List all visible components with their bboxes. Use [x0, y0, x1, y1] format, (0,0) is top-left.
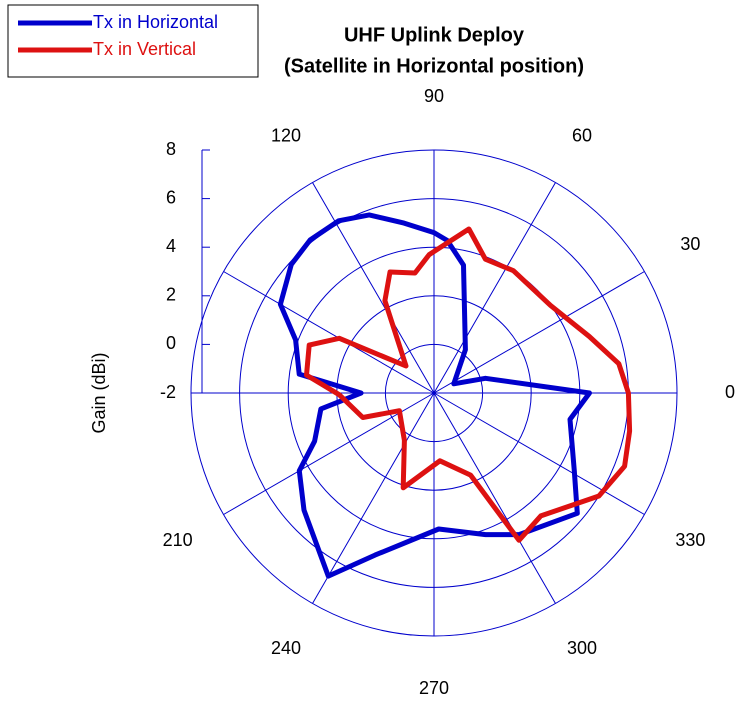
angular-tick-label: 300 [567, 638, 597, 658]
angular-tick-label: 120 [271, 125, 301, 145]
angular-tick-label: 60 [572, 125, 592, 145]
series-line [304, 226, 633, 543]
radial-grid-circle [190, 149, 678, 637]
chart-title: UHF Uplink Deploy [344, 24, 525, 46]
angular-grid-line [223, 271, 435, 394]
angular-tick-label: 90 [424, 86, 444, 106]
angular-tick-label: 0 [725, 382, 735, 402]
y-tick-label: 2 [166, 285, 176, 305]
y-tick-label: 0 [166, 333, 176, 353]
chart-subtitle: (Satellite in Horizontal position) [284, 55, 584, 77]
y-tick-label: -2 [160, 382, 176, 402]
angular-grid-line [433, 271, 645, 394]
angular-tick-label: 210 [163, 530, 193, 550]
y-axis-label: Gain (dBi) [89, 352, 109, 433]
legend-box [7, 4, 259, 78]
legend-label: Tx in Vertical [93, 39, 196, 59]
angular-tick-label: 240 [271, 638, 301, 658]
angular-tick-label: 270 [419, 678, 449, 698]
legend-label: Tx in Horizontal [93, 12, 218, 32]
angular-grid-line [433, 182, 556, 394]
series-line [277, 212, 592, 579]
y-tick-label: 8 [166, 139, 176, 159]
angular-grid-line [312, 392, 435, 604]
angular-grid-line [312, 182, 435, 394]
radial-grid-circle [384, 343, 484, 443]
y-tick-label: 6 [166, 187, 176, 207]
angular-tick-label: 330 [675, 530, 705, 550]
y-tick-label: 4 [166, 236, 176, 256]
angular-tick-label: 30 [680, 234, 700, 254]
angular-grid-line [433, 392, 645, 515]
angular-grid-line [433, 392, 556, 604]
